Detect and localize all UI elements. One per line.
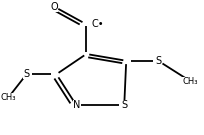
Text: CH₃: CH₃	[182, 77, 198, 85]
Text: O: O	[51, 2, 58, 12]
Text: CH₃: CH₃	[1, 93, 16, 102]
Text: S: S	[155, 56, 161, 66]
Text: S: S	[23, 69, 30, 79]
Text: N: N	[73, 100, 80, 110]
Text: C•: C•	[91, 19, 104, 29]
Text: S: S	[121, 100, 127, 110]
